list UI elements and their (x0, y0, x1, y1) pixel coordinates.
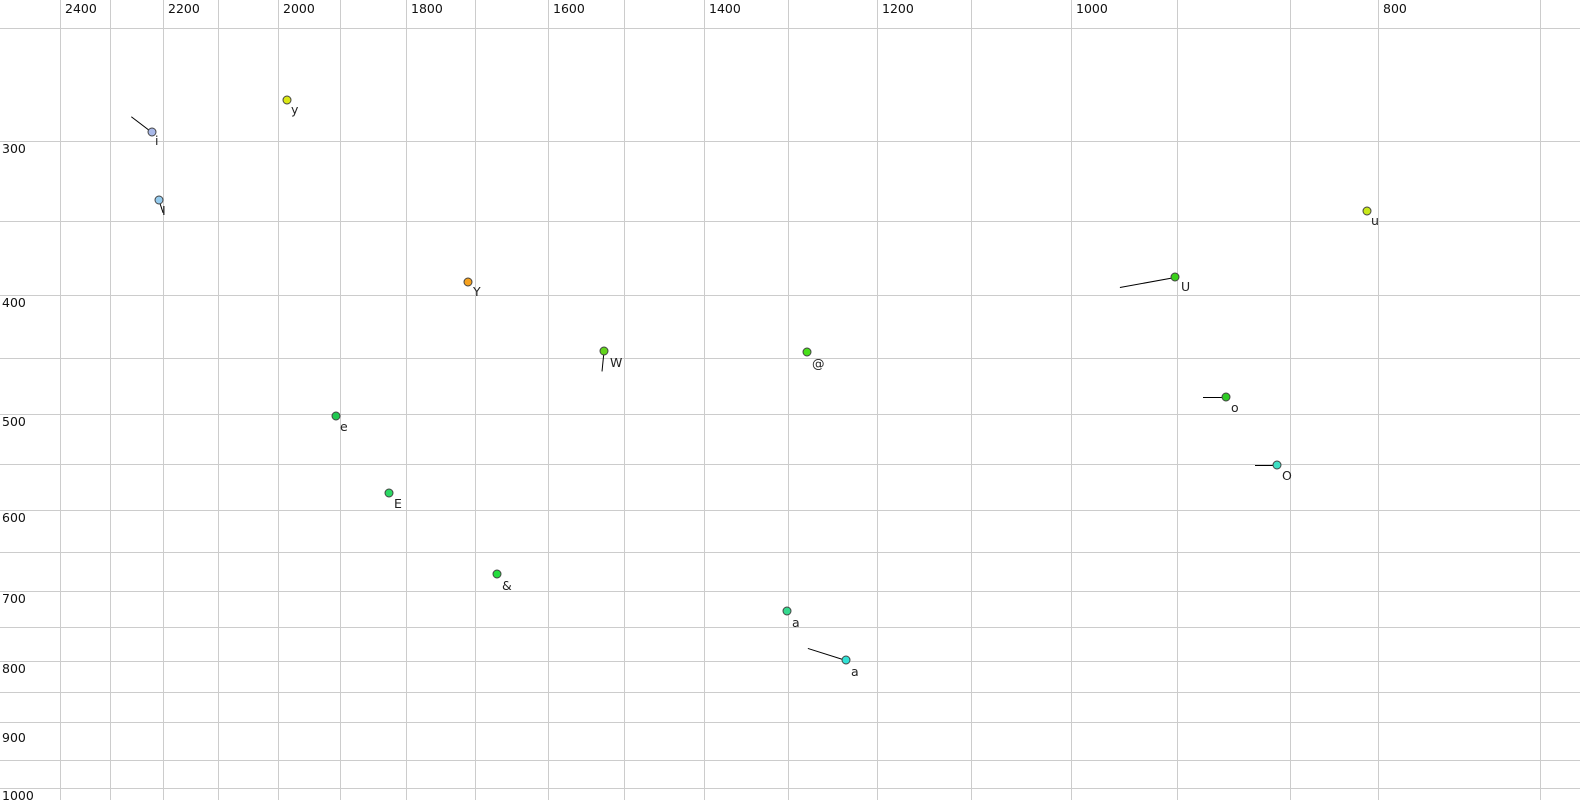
y-axis-tick-label: 300 (2, 141, 26, 156)
x-axis-tick-label: 1600 (553, 1, 585, 16)
vertical-gridline-5 (340, 0, 341, 800)
horizontal-gridline-6 (0, 464, 1580, 465)
vertical-gridline-14 (1071, 0, 1072, 800)
x-axis-tick-label: 1000 (1076, 1, 1108, 16)
data-point-marker[interactable] (1221, 392, 1231, 402)
data-point-label: U (1181, 279, 1191, 294)
y-axis-tick-label: 1000 (2, 788, 34, 800)
x-axis-tick-label: 1400 (709, 1, 741, 16)
data-point-label: & (502, 578, 512, 593)
horizontal-gridline-0 (0, 28, 1580, 29)
vertical-gridline-3 (218, 0, 219, 800)
data-point-marker[interactable] (1362, 206, 1372, 216)
data-point-marker[interactable] (1170, 272, 1180, 282)
data-point-label: e (340, 419, 348, 434)
data-point-marker[interactable] (384, 488, 394, 498)
horizontal-gridline-12 (0, 692, 1580, 693)
data-point-label: y (291, 102, 299, 117)
vertical-gridline-13 (971, 0, 972, 800)
data-point-label: O (1282, 468, 1292, 483)
data-point-marker[interactable] (841, 655, 851, 665)
horizontal-gridline-15 (0, 788, 1580, 789)
data-point-marker[interactable] (492, 569, 502, 579)
data-point-marker[interactable] (147, 127, 157, 137)
vertical-gridline-1 (110, 0, 111, 800)
vertical-gridline-17 (1378, 0, 1379, 800)
y-axis-tick-label: 800 (2, 661, 26, 676)
horizontal-gridline-1 (0, 141, 1580, 142)
data-point-label: o (1231, 400, 1239, 415)
vertical-gridline-7 (475, 0, 476, 800)
data-point-marker[interactable] (782, 606, 792, 616)
data-point-marker[interactable] (463, 277, 473, 287)
y-axis-tick-label: 500 (2, 414, 26, 429)
vertical-gridline-0 (60, 0, 61, 800)
x-axis-tick-label: 1800 (411, 1, 443, 16)
vertical-gridline-18 (1540, 0, 1541, 800)
horizontal-gridline-4 (0, 358, 1580, 359)
y-axis-tick-label: 900 (2, 730, 26, 745)
data-point-marker[interactable] (802, 347, 812, 357)
data-point-label: a (851, 664, 859, 679)
vertical-gridline-15 (1177, 0, 1178, 800)
horizontal-gridline-5 (0, 414, 1580, 415)
vertical-gridline-9 (624, 0, 625, 800)
horizontal-gridline-13 (0, 722, 1580, 723)
horizontal-gridline-14 (0, 760, 1580, 761)
y-axis-tick-label: 400 (2, 295, 26, 310)
horizontal-gridline-7 (0, 510, 1580, 511)
data-point-label: E (394, 496, 402, 511)
vertical-gridline-2 (163, 0, 164, 800)
vertical-gridline-11 (788, 0, 789, 800)
horizontal-gridline-8 (0, 552, 1580, 553)
data-point-label: a (792, 615, 800, 630)
x-axis-tick-label: 2200 (168, 1, 200, 16)
vertical-gridline-6 (406, 0, 407, 800)
leader-line (807, 648, 847, 661)
data-point-marker[interactable] (282, 95, 292, 105)
vertical-gridline-10 (704, 0, 705, 800)
horizontal-gridline-9 (0, 591, 1580, 592)
vertical-gridline-12 (877, 0, 878, 800)
vertical-gridline-16 (1290, 0, 1291, 800)
vertical-gridline-4 (278, 0, 279, 800)
leader-line (1119, 277, 1176, 288)
data-point-label: u (1371, 213, 1379, 228)
horizontal-gridline-3 (0, 295, 1580, 296)
data-point-label: I (162, 203, 166, 218)
data-point-marker[interactable] (1272, 460, 1282, 470)
horizontal-gridline-11 (0, 661, 1580, 662)
vertical-gridline-8 (548, 0, 549, 800)
data-point-label: @ (812, 356, 825, 371)
data-point-marker[interactable] (154, 195, 164, 205)
data-point-label: Y (473, 284, 481, 299)
data-point-label: i (155, 133, 159, 148)
data-point-marker[interactable] (599, 346, 609, 356)
horizontal-gridline-2 (0, 221, 1580, 222)
x-axis-tick-label: 2000 (283, 1, 315, 16)
data-point-marker[interactable] (331, 411, 341, 421)
horizontal-gridline-10 (0, 627, 1580, 628)
x-axis-tick-label: 2400 (65, 1, 97, 16)
x-axis-tick-label: 800 (1383, 1, 1407, 16)
data-point-label: W (610, 355, 623, 370)
y-axis-tick-label: 600 (2, 510, 26, 525)
x-axis-tick-label: 1200 (882, 1, 914, 16)
y-axis-tick-label: 700 (2, 591, 26, 606)
